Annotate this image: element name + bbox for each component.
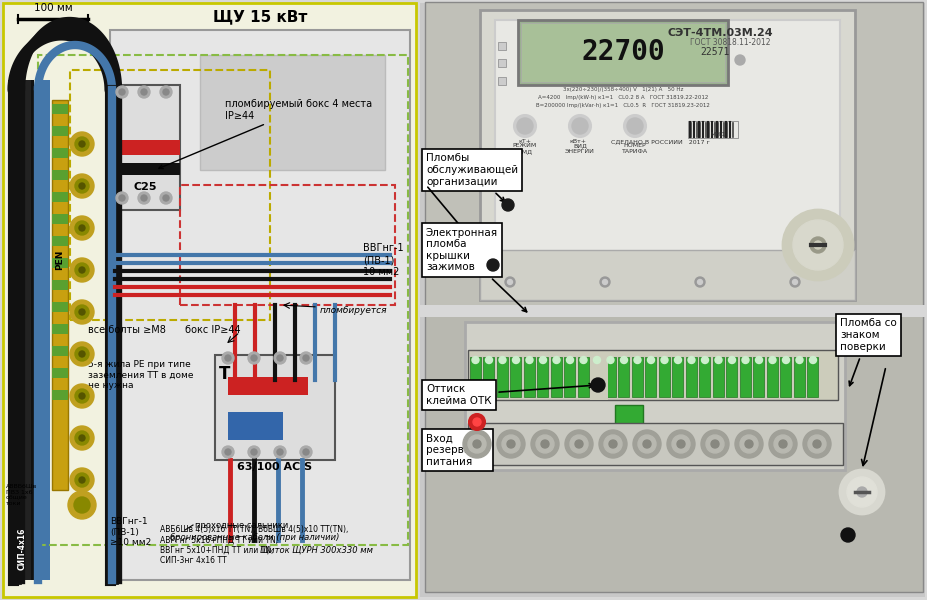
FancyBboxPatch shape (658, 357, 669, 397)
Circle shape (276, 355, 283, 361)
Circle shape (667, 430, 694, 458)
FancyBboxPatch shape (469, 357, 480, 397)
FancyBboxPatch shape (110, 85, 180, 210)
Circle shape (813, 241, 821, 249)
Circle shape (485, 356, 492, 364)
FancyBboxPatch shape (420, 305, 924, 317)
Text: B=200000 Imp/(kVar·h) к1=1   CL0.5  R   ГОСТ 31819.23-2012: B=200000 Imp/(kVar·h) к1=1 CL0.5 R ГОСТ … (536, 103, 709, 108)
Circle shape (163, 195, 169, 201)
Circle shape (539, 356, 546, 364)
Circle shape (70, 468, 94, 492)
FancyBboxPatch shape (215, 355, 335, 460)
FancyBboxPatch shape (228, 377, 308, 395)
Circle shape (792, 280, 796, 284)
Text: СДЕЛАНО В РОССИИИ   2017 г: СДЕЛАНО В РОССИИИ 2017 г (610, 139, 708, 144)
Circle shape (79, 435, 85, 441)
Text: 63/100 AC S: 63/100 AC S (237, 462, 312, 472)
FancyBboxPatch shape (712, 357, 723, 397)
Circle shape (502, 435, 519, 453)
Circle shape (856, 487, 866, 497)
Text: все болты ≥М8: все болты ≥М8 (88, 325, 166, 335)
Circle shape (739, 435, 757, 453)
Circle shape (303, 449, 309, 455)
Text: Электронная
пломба
крышки
зажимов: Электронная пломба крышки зажимов (425, 227, 527, 312)
FancyBboxPatch shape (110, 163, 180, 175)
Text: бронированные кабели (при наличии): бронированные кабели (при наличии) (170, 533, 339, 542)
Text: Оттиск
клейма ОТК: Оттиск клейма ОТК (425, 383, 592, 406)
Circle shape (627, 118, 642, 134)
FancyBboxPatch shape (615, 405, 642, 425)
Circle shape (224, 449, 231, 455)
Circle shape (642, 440, 651, 448)
Text: ГОСТ 30818.11-2012: ГОСТ 30818.11-2012 (689, 38, 769, 47)
FancyBboxPatch shape (767, 357, 777, 397)
Text: пломбируемый бокс 4 места
IP≥44: пломбируемый бокс 4 места IP≥44 (159, 99, 372, 169)
FancyBboxPatch shape (8, 80, 34, 580)
Circle shape (138, 192, 150, 204)
Circle shape (660, 356, 667, 364)
Circle shape (138, 86, 150, 98)
FancyBboxPatch shape (498, 59, 505, 67)
Circle shape (526, 356, 532, 364)
Circle shape (789, 277, 799, 287)
Circle shape (697, 280, 702, 284)
Circle shape (248, 352, 260, 364)
Circle shape (633, 356, 641, 364)
Circle shape (593, 356, 600, 364)
Circle shape (755, 356, 762, 364)
Circle shape (75, 137, 89, 151)
FancyBboxPatch shape (497, 357, 507, 397)
Text: СИП-4х16: СИП-4х16 (18, 527, 27, 570)
Circle shape (79, 183, 85, 189)
FancyBboxPatch shape (510, 357, 521, 397)
Circle shape (79, 477, 85, 483)
FancyBboxPatch shape (110, 30, 410, 580)
FancyBboxPatch shape (590, 352, 607, 400)
FancyBboxPatch shape (726, 357, 737, 397)
Circle shape (569, 435, 588, 453)
FancyBboxPatch shape (806, 357, 818, 397)
Circle shape (714, 356, 721, 364)
Circle shape (75, 347, 89, 361)
Circle shape (70, 342, 94, 366)
Circle shape (602, 280, 607, 284)
Circle shape (70, 258, 94, 282)
Text: 3х(220÷230)/(358÷400) V   1(21) A   50 Hz: 3х(220÷230)/(358÷400) V 1(21) A 50 Hz (562, 87, 682, 92)
Circle shape (487, 259, 499, 271)
Circle shape (467, 435, 486, 453)
FancyBboxPatch shape (52, 346, 68, 356)
FancyBboxPatch shape (36, 80, 50, 580)
FancyBboxPatch shape (52, 258, 68, 268)
FancyBboxPatch shape (498, 77, 505, 85)
Circle shape (781, 356, 789, 364)
Circle shape (795, 356, 802, 364)
Circle shape (568, 115, 590, 137)
FancyBboxPatch shape (590, 357, 602, 397)
Circle shape (75, 263, 89, 277)
Circle shape (742, 356, 748, 364)
FancyBboxPatch shape (753, 357, 764, 397)
FancyBboxPatch shape (537, 357, 548, 397)
Circle shape (119, 195, 125, 201)
Text: Пломбы
обслуживающей
организации: Пломбы обслуживающей организации (425, 154, 517, 202)
FancyBboxPatch shape (52, 390, 68, 400)
Text: ВВГнг-1
(ПВ-1)
≥10 мм2: ВВГнг-1 (ПВ-1) ≥10 мм2 (110, 517, 151, 547)
Circle shape (603, 435, 621, 453)
Circle shape (647, 356, 654, 364)
FancyBboxPatch shape (479, 10, 854, 300)
Circle shape (802, 430, 830, 458)
Circle shape (768, 356, 775, 364)
Circle shape (75, 389, 89, 403)
Circle shape (70, 216, 94, 240)
Circle shape (502, 199, 514, 211)
FancyBboxPatch shape (52, 324, 68, 334)
Text: 22571: 22571 (700, 47, 729, 57)
Text: T: T (219, 365, 231, 383)
Circle shape (536, 435, 553, 453)
Text: ЩУ 15 кВт: ЩУ 15 кВт (212, 9, 307, 24)
Circle shape (473, 418, 480, 426)
Text: Вход
резервного
питания: Вход резервного питания (425, 425, 489, 467)
Text: пломбируется: пломбируется (320, 305, 387, 314)
Circle shape (734, 55, 744, 65)
Circle shape (273, 352, 286, 364)
